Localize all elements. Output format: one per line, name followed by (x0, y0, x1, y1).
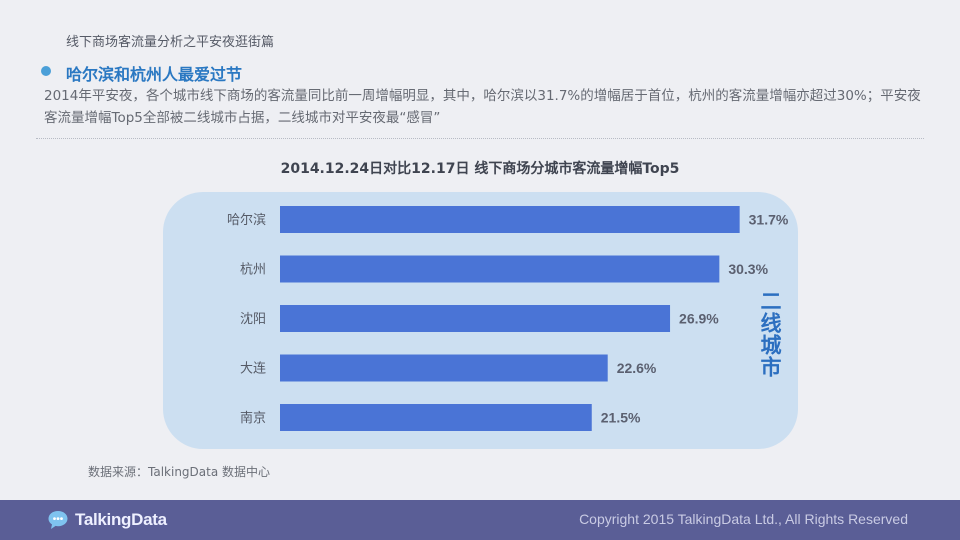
category-label: 大连 (240, 361, 266, 377)
category-label: 哈尔滨 (227, 212, 266, 228)
data-source-note: 数据来源：TalkingData 数据中心 (88, 465, 271, 479)
bullet-dot-icon (41, 66, 51, 76)
bar (280, 354, 608, 382)
brand-logo: TalkingData (46, 508, 167, 532)
logo-text: TalkingData (75, 510, 167, 529)
category-label: 沈阳 (240, 312, 266, 327)
document-title: 线下商场客流量分析之平安夜逛街篇 (66, 35, 275, 50)
category-label: 南京 (240, 410, 266, 426)
footer-bar (0, 500, 960, 540)
intro-paragraph: 2014年平安夜，各个城市线下商场的客流量同比前一周增幅明显，其中，哈尔滨以31… (44, 88, 921, 126)
copyright-text: Copyright 2015 TalkingData Ltd., All Rig… (579, 511, 908, 527)
section-heading: 哈尔滨和杭州人最爱过节 (66, 65, 243, 84)
bar (280, 255, 720, 283)
value-label: 21.5% (601, 410, 641, 426)
chart-title: 2014.12.24日对比12.17日 线下商场分城市客流量增幅Top5 (280, 161, 680, 177)
category-label: 杭州 (240, 263, 266, 278)
value-label: 31.7% (749, 212, 789, 228)
chat-bubble-icon (48, 511, 68, 529)
value-label: 26.9% (679, 311, 719, 327)
city-tier-label: 二线城市 (758, 290, 782, 378)
value-label: 30.3% (728, 261, 768, 277)
bar (280, 206, 740, 233)
dotted-divider (36, 138, 924, 139)
bar (280, 305, 671, 332)
value-label: 22.6% (617, 360, 657, 376)
bar (280, 404, 592, 431)
